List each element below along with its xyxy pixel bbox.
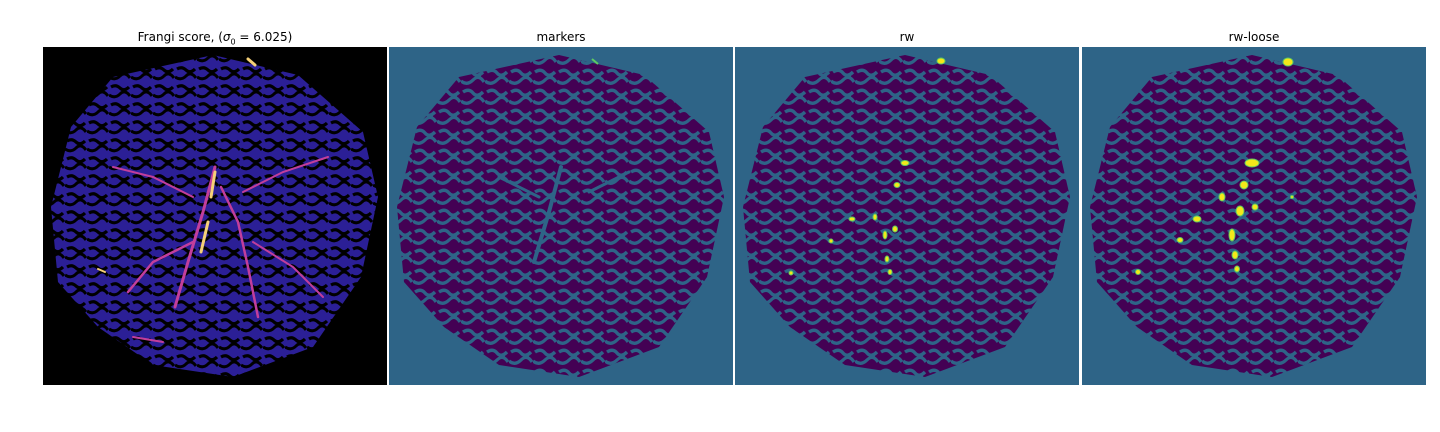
panel-rw-loose: rw-loose xyxy=(1082,28,1426,386)
panel-markers: markers xyxy=(389,28,733,386)
panel-title-rw: rw xyxy=(899,30,915,44)
panel-title-rw-loose: rw-loose xyxy=(1228,30,1280,44)
panel-title-markers: markers xyxy=(536,30,586,44)
panel-rw: rw xyxy=(735,28,1079,386)
rw-image xyxy=(735,47,1079,385)
frangi-score-image xyxy=(43,47,387,385)
markers-image xyxy=(389,47,733,385)
panel-title-frangi: Frangi score, (σ0 = 6.025) xyxy=(137,30,293,47)
rw-loose-image xyxy=(1082,47,1426,385)
panel-frangi-score: Frangi score, (σ0 = 6.025) xyxy=(43,28,387,386)
